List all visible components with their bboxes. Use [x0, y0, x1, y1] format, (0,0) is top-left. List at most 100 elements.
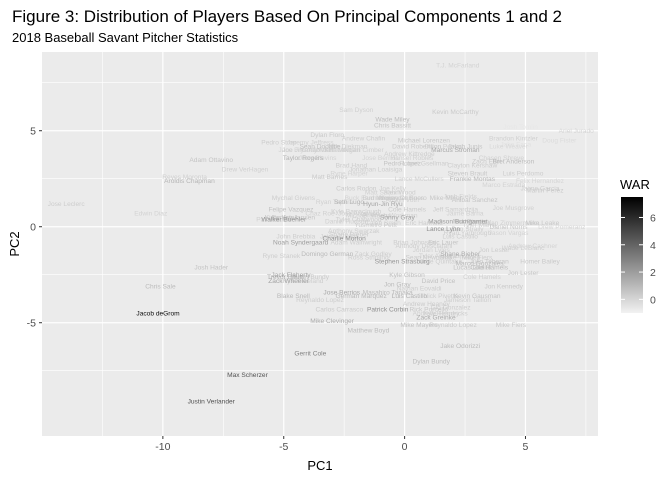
point-label: Andrew Heaney — [403, 301, 451, 308]
point-label: Tyler Chatwood — [336, 216, 382, 223]
point-label: Marco Gonzales — [456, 261, 505, 268]
minor-gridlines — [42, 52, 598, 436]
point-label: Reynaldo Lopez — [429, 322, 477, 329]
point-label: Mike Minor — [430, 195, 463, 202]
point-label: Felipe Vazquez — [269, 207, 314, 214]
point-label: Madison Bumgarner — [428, 218, 488, 225]
point-label: Mike Fiers — [496, 322, 527, 329]
point-label: Lucas Giolito — [453, 264, 491, 271]
point-label: Aroldis Chapman — [164, 178, 215, 185]
point-label: Nick Pivetta — [452, 218, 487, 225]
point-label: Taylor Rogers — [283, 155, 324, 162]
point-label: Noah Syndergaard — [273, 239, 329, 246]
y-tick-label: -5 — [27, 318, 36, 330]
point-label: Pedro Strop — [261, 140, 297, 147]
point-label: Mike Fiers — [462, 255, 493, 262]
point-label: Dillon Peters — [425, 143, 463, 150]
point-label: Pedro Lopez — [383, 161, 420, 168]
point-label: Gerrit Cole — [294, 351, 326, 358]
y-axis-title: PC2 — [7, 231, 22, 256]
point-label: Jake Diekman — [326, 143, 368, 150]
point-label: Yusmeiro Petit — [354, 222, 397, 229]
point-label: Jeff Samardzija — [433, 207, 479, 214]
point-label: David Price — [422, 278, 456, 285]
point-label: Chasen Shreve — [479, 155, 525, 162]
point-label: Jeremy Jeffress — [287, 140, 334, 147]
point-label: Homer Bailey — [520, 259, 560, 266]
point-label: Michael Wacha — [346, 213, 391, 220]
point-label: Joe Jimenez — [282, 147, 319, 154]
point-label: Brad Hand — [336, 163, 368, 170]
point-label: Carlos Rodon — [336, 186, 377, 193]
point-label: Nick Pivetta — [423, 293, 458, 300]
point-label: Mike Mayers — [400, 322, 438, 329]
point-label: Ryne Stanek — [262, 253, 300, 260]
point-label: Luis Castillo — [392, 293, 428, 300]
point-label: German Marquez — [335, 293, 386, 300]
major-gridlines — [42, 52, 598, 436]
point-label: Kirby Yates — [265, 214, 299, 221]
point-label: Jaime Garcia — [320, 234, 359, 241]
point-label: Sean Doolittle — [299, 143, 340, 150]
point-label: Zack Wheeler — [268, 278, 309, 285]
point-label: Mychal Givens — [272, 195, 316, 202]
point-label: Cole Hamels — [388, 207, 426, 214]
point-label: Anibal Sanchez — [452, 197, 498, 204]
legend-colorbar — [621, 197, 643, 313]
point-label: Luis Castillo — [442, 234, 478, 241]
x-tick-label: 0 — [402, 441, 408, 453]
point-label: Cody Allen — [302, 147, 334, 154]
y-tick-label: 0 — [30, 222, 36, 234]
point-label: David Robertson — [392, 143, 441, 150]
point-label: Sonny Gray — [380, 214, 416, 221]
point-label: Stephen Strasburg — [375, 259, 430, 266]
point-label: Steven Brault — [448, 170, 488, 177]
point-label: Dylan Bundy — [292, 274, 330, 281]
point-label: Justin Verlander — [188, 399, 236, 406]
point-label: Jose Alvarado — [338, 211, 380, 218]
point-label: Ross Stripling — [348, 255, 389, 262]
point-label: Josh Fields — [444, 193, 478, 200]
point-label: Kyle Barraclough — [331, 209, 382, 216]
point-label: Blake Treinen — [440, 255, 481, 262]
point-label: Jordan Zimmermann — [478, 220, 539, 227]
point-label: Andrew Heaney — [413, 310, 461, 317]
point-label: Brandon Kintzler — [489, 136, 539, 143]
point-label: Caleb Smith — [365, 220, 401, 227]
point-label: Matthew Boyd — [347, 328, 389, 335]
point-label: Shane Bieber — [329, 232, 370, 239]
point-label: Domingo German — [301, 251, 353, 258]
point-label: Jason Vargas — [489, 230, 530, 237]
point-label: Andrew Kittredge — [384, 151, 435, 158]
legend-tick-label: 6 — [650, 212, 656, 224]
point-label: Daniel Norris — [490, 224, 529, 231]
point-label: Kyle Hendricks — [424, 310, 469, 317]
point-label: Joe Kelly — [379, 186, 406, 193]
point-label: Jonathan Loaisiga — [349, 166, 403, 173]
point-label: Alexander Suero — [378, 195, 427, 202]
point-label: Jacob deGrom — [136, 310, 180, 317]
point-label: Eric Lauer — [428, 239, 459, 246]
point-label: Jon Lester — [479, 247, 511, 254]
point-label: Doug Fister — [542, 138, 577, 145]
point-label: Michael Lorenzen — [398, 138, 450, 145]
point-label: Masahiro Tanaka — [363, 289, 413, 296]
point-label: T.J. McFarland — [436, 63, 480, 70]
point-label: Luis Perdomo — [503, 170, 544, 177]
point-label: Kyle Freeland — [283, 278, 324, 285]
point-label: Jaime Garcia — [521, 186, 560, 193]
legend-tick-label: 2 — [650, 267, 656, 279]
point-label: Marco Estrada — [482, 182, 525, 189]
point-label: Chris Sale — [145, 284, 176, 291]
point-label: Eric Hanhold — [405, 220, 443, 227]
point-label: Kevin Gausman — [454, 293, 501, 300]
point-label: Nathan Eovaldi — [397, 285, 442, 292]
point-label: Robert Gsellman — [399, 161, 449, 168]
point-label: Mike Leake — [526, 220, 560, 227]
point-label: Frankie Montas — [450, 176, 496, 183]
point-label: Clayton Kershaw — [447, 163, 497, 170]
point-labels: Josh Tomlin Jake Faria Doug Fister Luke Wea… — [48, 63, 595, 406]
y-tick-label: 5 — [30, 126, 36, 138]
point-label: Jakob Junis — [448, 143, 484, 150]
point-label: Zack Greinke — [416, 314, 456, 321]
